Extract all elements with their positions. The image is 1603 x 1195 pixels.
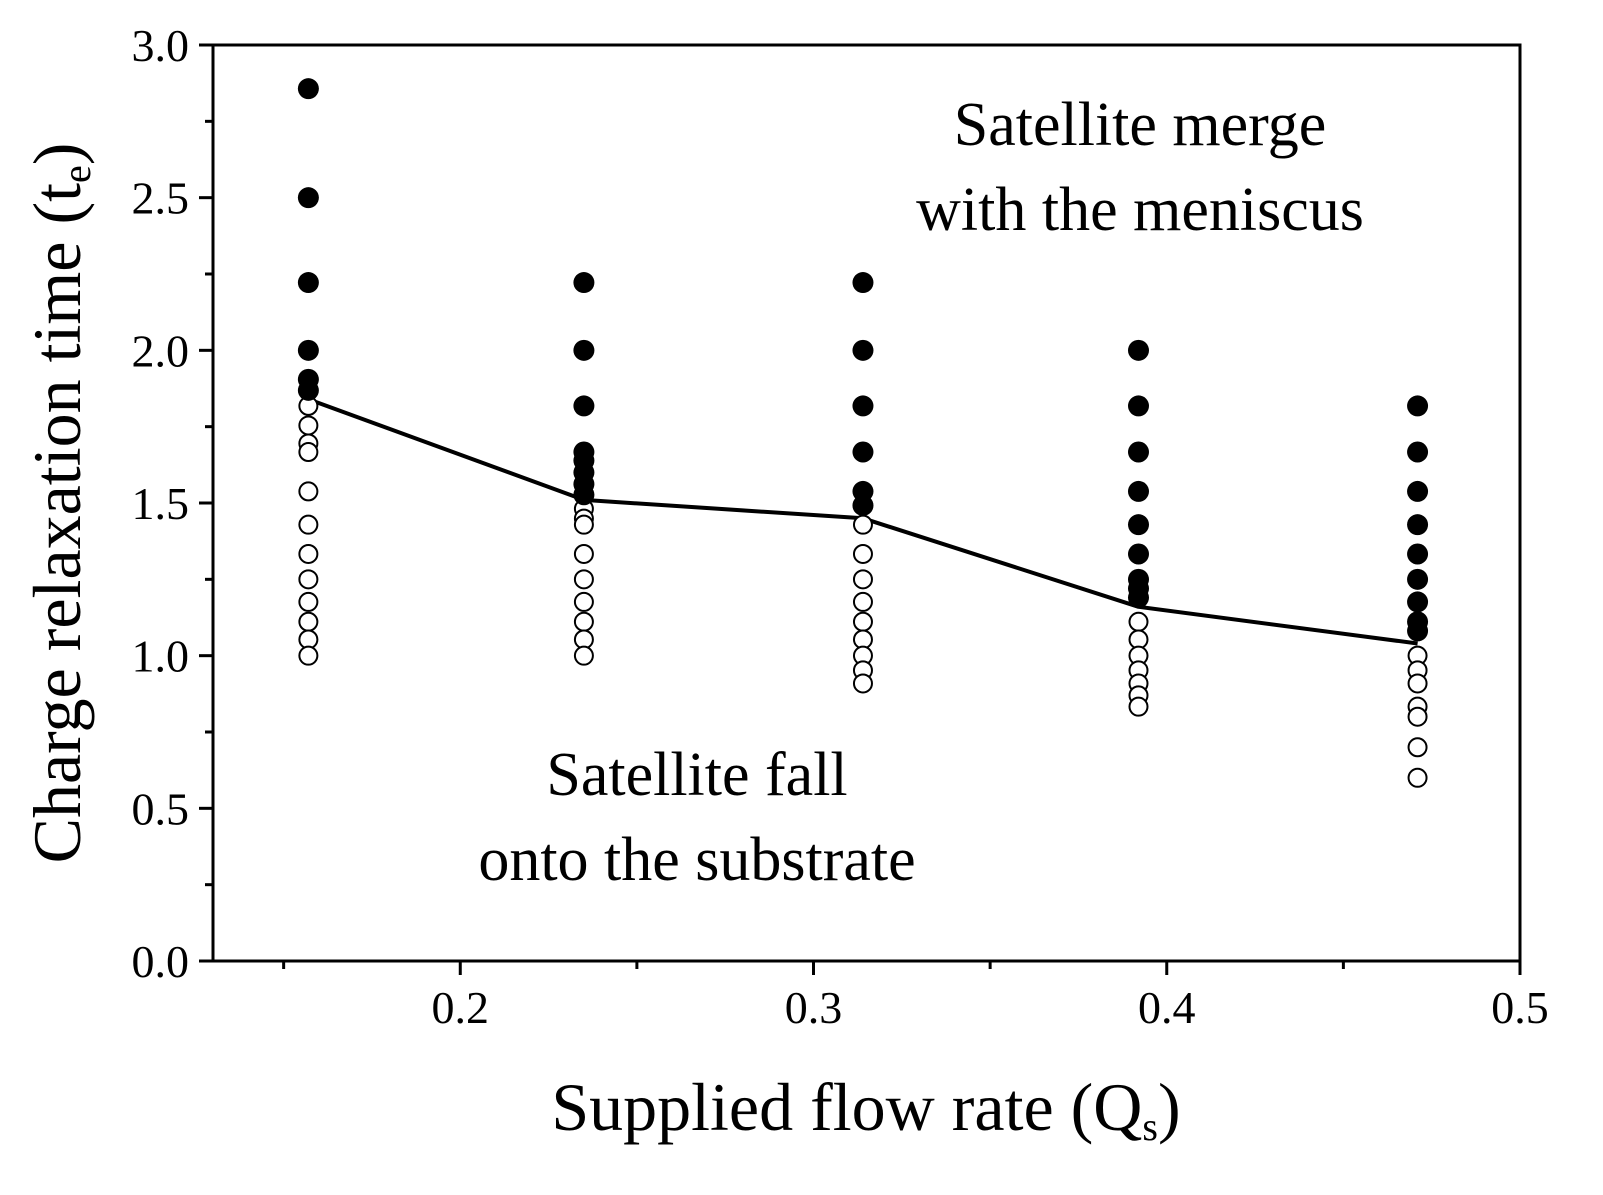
x-tick-label-0-5: 0.5 xyxy=(1491,982,1549,1033)
y-tick-label-2: 2.0 xyxy=(132,325,190,376)
y-tick-label-0: 0.0 xyxy=(132,936,190,987)
annotation-merge: Satellite merge with the meniscus xyxy=(916,91,1364,244)
open-point-4 xyxy=(298,481,319,502)
filled-point-19 xyxy=(852,494,874,516)
open-point-7 xyxy=(298,569,319,590)
filled-point-6 xyxy=(573,272,595,294)
open-point-18 xyxy=(573,611,594,632)
filled-point-28 xyxy=(1127,587,1149,609)
filled-point-22 xyxy=(1127,441,1149,463)
open-point-11 xyxy=(298,645,319,666)
open-point-24 xyxy=(852,591,873,612)
x-tick-label-0-3: 0.3 xyxy=(785,982,843,1033)
y-axis-title-close: ) xyxy=(19,143,95,166)
y-tick-label-1: 1.0 xyxy=(132,631,190,682)
filled-point-3 xyxy=(297,339,319,361)
x-tick-label-0-2: 0.2 xyxy=(432,982,490,1033)
y-tick-label-1-5: 1.5 xyxy=(132,478,190,529)
plot-frame xyxy=(211,43,1522,963)
open-point-3 xyxy=(298,442,319,463)
open-point-42 xyxy=(1407,737,1428,758)
open-point-21 xyxy=(852,514,873,535)
y-tick-label-3: 3.0 xyxy=(132,20,190,71)
y-axis-title: Charge relaxation time (te) xyxy=(19,143,99,864)
open-point-36 xyxy=(1128,696,1149,717)
open-point-8 xyxy=(298,591,319,612)
filled-point-29 xyxy=(1407,395,1429,417)
open-point-43 xyxy=(1407,767,1428,788)
x-axis-title-main: Supplied flow rate (Q xyxy=(551,1069,1142,1145)
axis-tick-labels: 0.2 0.3 0.4 0.5 0.0 0.5 1.0 1.5 2.0 2.5 3.0 xyxy=(132,20,1549,1033)
filled-point-7 xyxy=(573,339,595,361)
open-point-30 xyxy=(1128,611,1149,632)
filled-point-33 xyxy=(1407,543,1429,565)
x-axis-title-subscript: s xyxy=(1142,1104,1158,1149)
filled-point-24 xyxy=(1127,514,1149,536)
filled-point-15 xyxy=(852,339,874,361)
annotation-merge-line2: with the meniscus xyxy=(916,176,1364,244)
filled-point-20 xyxy=(1127,339,1149,361)
filled-point-0 xyxy=(297,78,319,100)
filled-point-13 xyxy=(573,484,595,506)
annotation-fall: Satellite fall onto the substrate xyxy=(478,741,915,894)
filled-point-14 xyxy=(852,272,874,294)
open-point-29 xyxy=(852,673,873,694)
open-point-41 xyxy=(1407,706,1428,727)
open-point-15 xyxy=(573,543,594,564)
annotation-fall-line2: onto the substrate xyxy=(478,826,915,894)
open-point-1 xyxy=(298,415,319,436)
open-point-17 xyxy=(573,591,594,612)
open-point-23 xyxy=(852,569,873,590)
filled-point-31 xyxy=(1407,480,1429,502)
annotation-fall-line1: Satellite fall xyxy=(546,741,847,809)
filled-point-16 xyxy=(852,395,874,417)
filled-point-1 xyxy=(297,187,319,209)
y-tick-label-0-5: 0.5 xyxy=(132,783,190,834)
open-point-16 xyxy=(573,569,594,590)
filled-point-17 xyxy=(852,441,874,463)
filled-point-32 xyxy=(1407,514,1429,536)
annotation-merge-line1: Satellite merge xyxy=(954,91,1326,159)
x-axis-title: Supplied flow rate (Qs) xyxy=(551,1069,1180,1149)
filled-point-37 xyxy=(1407,620,1429,642)
data-points-layer xyxy=(297,78,1429,788)
filled-point-8 xyxy=(573,395,595,417)
y-axis-title-subscript: e xyxy=(54,165,99,183)
open-point-39 xyxy=(1407,673,1428,694)
open-point-5 xyxy=(298,514,319,535)
open-point-14 xyxy=(573,514,594,535)
x-tick-label-0-4: 0.4 xyxy=(1138,982,1196,1033)
x-axis-title-close: ) xyxy=(1158,1069,1181,1145)
filled-point-35 xyxy=(1407,591,1429,613)
open-point-20 xyxy=(573,645,594,666)
filled-point-30 xyxy=(1407,441,1429,463)
y-axis-title-main: Charge relaxation time (t xyxy=(19,183,95,864)
filled-point-23 xyxy=(1127,480,1149,502)
filled-point-25 xyxy=(1127,543,1149,565)
filled-point-5 xyxy=(297,379,319,401)
open-point-22 xyxy=(852,543,873,564)
open-point-6 xyxy=(298,543,319,564)
filled-point-2 xyxy=(297,272,319,294)
filled-point-34 xyxy=(1407,568,1429,590)
filled-point-21 xyxy=(1127,395,1149,417)
open-point-9 xyxy=(298,611,319,632)
open-point-25 xyxy=(852,611,873,632)
y-tick-label-2-5: 2.5 xyxy=(132,173,190,224)
